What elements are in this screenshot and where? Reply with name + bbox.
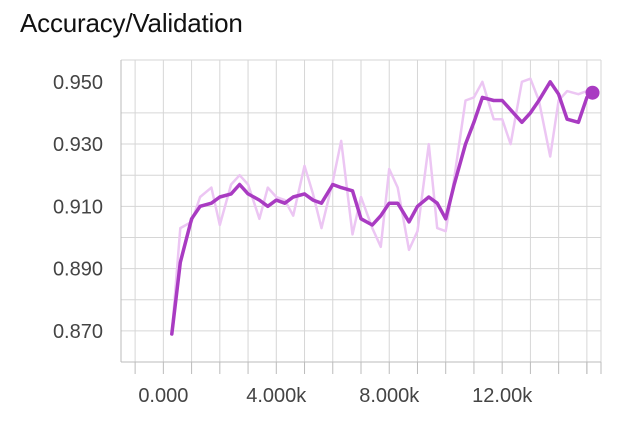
axes (120, 60, 602, 374)
x-tick-label: 0.000 (138, 385, 188, 407)
tick-labels: 0.870 0.890 0.910 0.930 0.950 0.000 4.000k 8.00… (53, 72, 533, 407)
y-tick-label: 0.890 (53, 259, 103, 281)
y-tick-label: 0.930 (53, 134, 103, 156)
y-tick-label: 0.950 (53, 72, 103, 94)
x-tick-label: 8.000k (359, 385, 420, 407)
grid (121, 59, 602, 363)
smoothed-series-line (170, 80, 589, 336)
series-group (170, 77, 600, 336)
raw-series-line (170, 77, 589, 336)
y-tick-label: 0.870 (53, 321, 103, 343)
x-tick-label: 4.000k (246, 385, 307, 407)
chart-title: Accuracy/Validation (20, 8, 243, 38)
series-end-marker (585, 85, 600, 100)
y-tick-label: 0.910 (53, 196, 103, 218)
x-tick-label: 12.00k (472, 385, 533, 407)
